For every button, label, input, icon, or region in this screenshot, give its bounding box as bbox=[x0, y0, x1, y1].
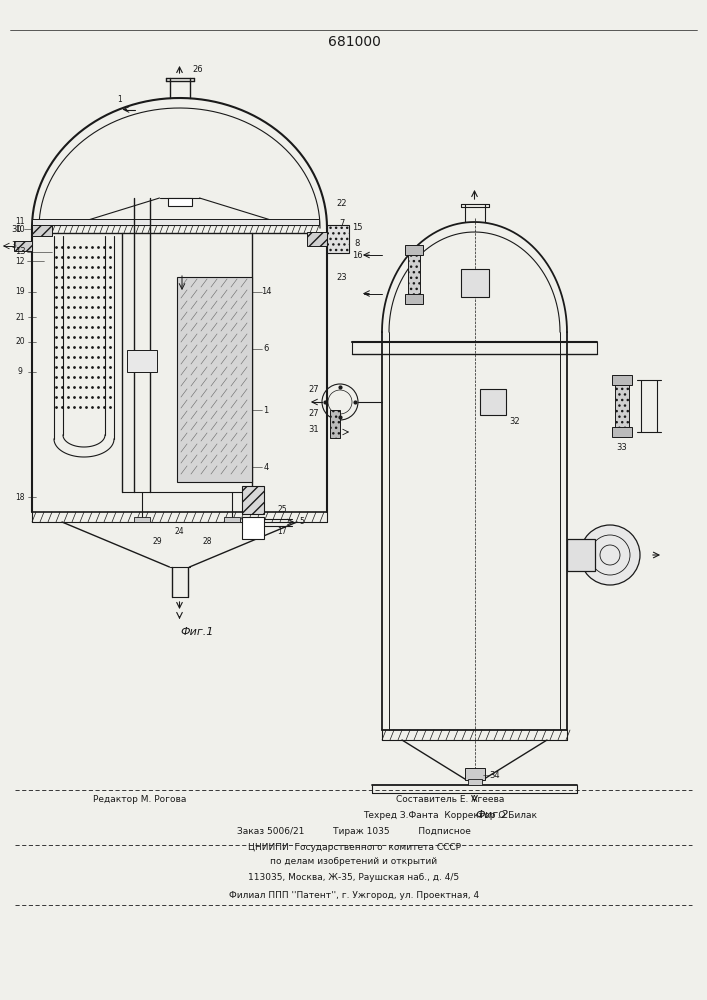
Bar bbox=[405, 294, 423, 304]
Bar bbox=[127, 350, 157, 372]
Text: Филиал ППП ''Патент'', г. Ужгород, ул. Проектная, 4: Филиал ППП ''Патент'', г. Ужгород, ул. П… bbox=[229, 890, 479, 900]
Text: ЦНИИПИ  Государственного  комитета СССР: ЦНИИПИ Государственного комитета СССР bbox=[247, 842, 460, 852]
Text: 22: 22 bbox=[337, 198, 347, 208]
Text: Фиг.2: Фиг.2 bbox=[476, 810, 509, 820]
Text: 5: 5 bbox=[300, 518, 305, 526]
Text: 13: 13 bbox=[15, 247, 25, 256]
Bar bbox=[307, 232, 327, 246]
Text: Техред З.Фанта  Корректор О.Билак: Техред З.Фанта Корректор О.Билак bbox=[363, 810, 537, 820]
Text: 21: 21 bbox=[16, 312, 25, 322]
Text: 3: 3 bbox=[11, 240, 16, 249]
Text: 23: 23 bbox=[337, 273, 347, 282]
Text: 32: 32 bbox=[510, 418, 520, 426]
Text: Составитель Е. Агеева: Составитель Е. Агеева bbox=[396, 796, 504, 804]
Text: 12: 12 bbox=[16, 256, 25, 265]
Text: 18: 18 bbox=[16, 492, 25, 502]
Bar bbox=[14, 241, 32, 251]
Bar bbox=[615, 380, 629, 432]
Bar bbox=[460, 268, 489, 296]
Bar bbox=[224, 517, 240, 522]
Text: 20: 20 bbox=[15, 338, 25, 347]
Text: 27: 27 bbox=[309, 410, 320, 418]
Bar bbox=[408, 249, 420, 299]
Text: 26: 26 bbox=[192, 66, 203, 75]
Text: 33: 33 bbox=[617, 442, 627, 452]
Bar bbox=[242, 486, 264, 514]
Bar bbox=[330, 410, 340, 438]
Text: 14: 14 bbox=[261, 288, 271, 296]
Text: 24: 24 bbox=[175, 528, 185, 536]
Text: 15: 15 bbox=[352, 224, 362, 232]
Bar bbox=[612, 375, 632, 385]
Text: Редактор М. Рогова: Редактор М. Рогова bbox=[93, 796, 187, 804]
Text: 113035, Москва, Ж-35, Раушская наб., д. 4/5: 113035, Москва, Ж-35, Раушская наб., д. … bbox=[248, 872, 460, 882]
Text: 19: 19 bbox=[15, 288, 25, 296]
Bar bbox=[168, 198, 192, 206]
Bar bbox=[242, 517, 264, 539]
Bar bbox=[467, 779, 481, 785]
Bar bbox=[134, 517, 150, 522]
Text: 10: 10 bbox=[15, 226, 25, 234]
Text: 6: 6 bbox=[263, 344, 269, 353]
Text: 4: 4 bbox=[264, 462, 269, 472]
Text: 28: 28 bbox=[203, 538, 212, 546]
Text: 29: 29 bbox=[153, 538, 163, 546]
Text: 27: 27 bbox=[309, 385, 320, 394]
Text: 1: 1 bbox=[264, 406, 269, 415]
Bar bbox=[177, 277, 252, 482]
Bar bbox=[327, 225, 349, 253]
Bar bbox=[405, 244, 423, 254]
Bar bbox=[612, 427, 632, 437]
Bar bbox=[32, 219, 319, 225]
Text: 17: 17 bbox=[277, 528, 287, 536]
Text: 30: 30 bbox=[12, 225, 23, 233]
Text: 25: 25 bbox=[277, 504, 287, 514]
Circle shape bbox=[580, 525, 640, 585]
Bar bbox=[567, 539, 595, 571]
Text: 11: 11 bbox=[16, 217, 25, 226]
Text: 1: 1 bbox=[117, 95, 122, 104]
Text: 16: 16 bbox=[351, 251, 362, 260]
Text: 7: 7 bbox=[339, 219, 345, 228]
Text: Фиг.1: Фиг.1 bbox=[181, 627, 214, 637]
Bar bbox=[464, 768, 484, 780]
Text: 681000: 681000 bbox=[327, 35, 380, 49]
Text: 34: 34 bbox=[489, 770, 500, 780]
Text: 8: 8 bbox=[354, 238, 360, 247]
Text: 9: 9 bbox=[18, 367, 23, 376]
Text: по делам изобретений и открытий: по делам изобретений и открытий bbox=[271, 857, 438, 866]
Bar bbox=[480, 389, 506, 415]
Bar bbox=[32, 222, 52, 236]
Text: 31: 31 bbox=[309, 424, 320, 434]
Text: Заказ 5006/21          Тираж 1035          Подписное: Заказ 5006/21 Тираж 1035 Подписное bbox=[237, 828, 471, 836]
